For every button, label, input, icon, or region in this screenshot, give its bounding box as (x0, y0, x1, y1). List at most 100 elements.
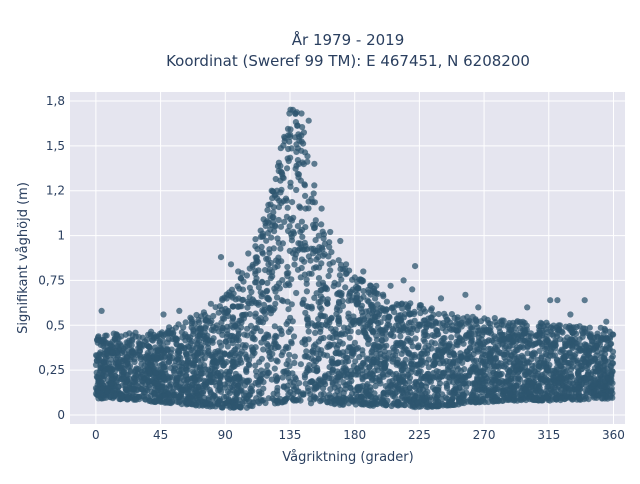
data-point (432, 352, 439, 359)
data-point (399, 389, 406, 396)
data-point (316, 244, 323, 251)
data-point (389, 352, 396, 360)
data-point (437, 360, 444, 367)
data-point (227, 332, 234, 339)
data-point (265, 347, 272, 354)
data-point (381, 343, 388, 350)
data-point (265, 342, 272, 349)
data-point (227, 261, 235, 268)
data-point (536, 348, 543, 355)
data-point (543, 387, 550, 395)
data-point (143, 385, 150, 392)
data-point (185, 400, 192, 407)
data-point (339, 340, 346, 347)
data-point (477, 393, 484, 400)
data-point (329, 367, 336, 374)
data-point (127, 367, 134, 374)
data-point (331, 279, 338, 286)
data-point (210, 335, 217, 342)
data-point (345, 358, 352, 365)
data-point (585, 349, 593, 357)
chart-title-line-2: Koordinat (Sweref 99 TM): E 467451, N 62… (166, 52, 530, 70)
data-point (354, 344, 361, 351)
data-point (424, 388, 431, 395)
data-point (485, 398, 492, 406)
data-point (201, 329, 208, 336)
data-point (317, 311, 324, 318)
data-point (271, 365, 278, 372)
data-point (284, 263, 291, 271)
data-point (446, 352, 453, 359)
data-point (320, 351, 327, 358)
data-point (439, 325, 446, 332)
data-point (472, 316, 479, 323)
data-point (299, 300, 306, 308)
data-point (298, 110, 305, 117)
data-point (123, 354, 130, 361)
data-point (212, 325, 220, 332)
data-point (316, 303, 323, 310)
data-point (187, 360, 194, 367)
data-point (121, 349, 128, 356)
data-point (365, 298, 372, 305)
data-point (493, 398, 500, 405)
data-point (253, 368, 260, 375)
data-point (543, 394, 551, 401)
data-point (277, 245, 284, 252)
data-point (280, 142, 287, 149)
data-point (246, 284, 253, 291)
data-point (97, 364, 104, 371)
data-point (547, 341, 554, 348)
data-point (290, 333, 298, 340)
data-point (310, 265, 318, 272)
data-point (394, 398, 401, 405)
data-point (409, 365, 416, 373)
data-point (409, 401, 416, 408)
data-point (453, 341, 460, 348)
data-point (270, 245, 277, 252)
data-point (274, 263, 281, 270)
data-point (576, 396, 583, 403)
data-point (568, 374, 575, 381)
data-point (372, 295, 379, 302)
data-point (460, 340, 467, 347)
data-point (298, 138, 305, 145)
data-point (503, 349, 510, 356)
data-point (453, 387, 460, 394)
data-point (160, 311, 167, 318)
data-point (567, 353, 575, 360)
data-point (238, 319, 245, 326)
data-point (392, 322, 400, 329)
data-point (573, 344, 581, 351)
data-point (364, 393, 371, 400)
data-point (550, 388, 558, 395)
data-point (282, 282, 289, 289)
data-point (592, 379, 599, 386)
data-point (246, 356, 253, 364)
data-point (361, 329, 369, 336)
data-point (360, 288, 367, 295)
data-point (292, 376, 299, 383)
data-point (562, 359, 569, 366)
data-point (255, 301, 262, 308)
data-point (276, 197, 283, 204)
data-point (301, 374, 308, 381)
data-point (347, 384, 354, 391)
data-point (279, 374, 286, 381)
data-point (289, 106, 296, 113)
x-tick-label: 135 (279, 428, 302, 442)
data-point (513, 346, 520, 354)
data-point (312, 217, 319, 224)
data-point (182, 319, 189, 326)
data-point (100, 358, 107, 365)
data-point (403, 337, 410, 344)
data-point (458, 353, 465, 360)
data-point (432, 319, 440, 326)
data-point (292, 119, 299, 126)
data-point (463, 348, 470, 355)
chart-title-line-1: År 1979 - 2019 (292, 30, 405, 49)
data-point (169, 331, 177, 338)
data-point (536, 384, 543, 391)
data-point (550, 370, 557, 377)
data-point (519, 363, 526, 370)
